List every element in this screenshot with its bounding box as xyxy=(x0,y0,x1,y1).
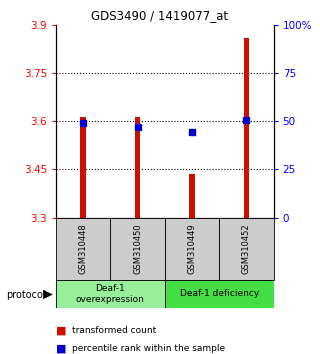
Bar xyxy=(189,174,195,218)
Bar xyxy=(165,280,274,308)
Bar xyxy=(135,118,140,218)
Text: GDS3490 / 1419077_at: GDS3490 / 1419077_at xyxy=(92,9,228,22)
Text: GSM310448: GSM310448 xyxy=(79,223,88,274)
Bar xyxy=(219,218,274,280)
Text: transformed count: transformed count xyxy=(72,326,156,336)
Bar xyxy=(81,118,86,218)
Bar xyxy=(165,218,219,280)
Text: Deaf-1 deficiency: Deaf-1 deficiency xyxy=(180,289,259,298)
Text: GSM310449: GSM310449 xyxy=(188,223,196,274)
Text: percentile rank within the sample: percentile rank within the sample xyxy=(72,344,225,353)
Text: ■: ■ xyxy=(56,326,67,336)
Bar xyxy=(110,218,165,280)
Bar xyxy=(56,218,110,280)
Text: GSM310450: GSM310450 xyxy=(133,223,142,274)
Text: Deaf-1
overexpression: Deaf-1 overexpression xyxy=(76,284,145,303)
Bar xyxy=(244,38,249,218)
Bar xyxy=(56,280,165,308)
Text: protocol: protocol xyxy=(6,290,46,299)
Text: ■: ■ xyxy=(56,344,67,354)
Polygon shape xyxy=(43,290,53,299)
Text: GSM310452: GSM310452 xyxy=(242,223,251,274)
